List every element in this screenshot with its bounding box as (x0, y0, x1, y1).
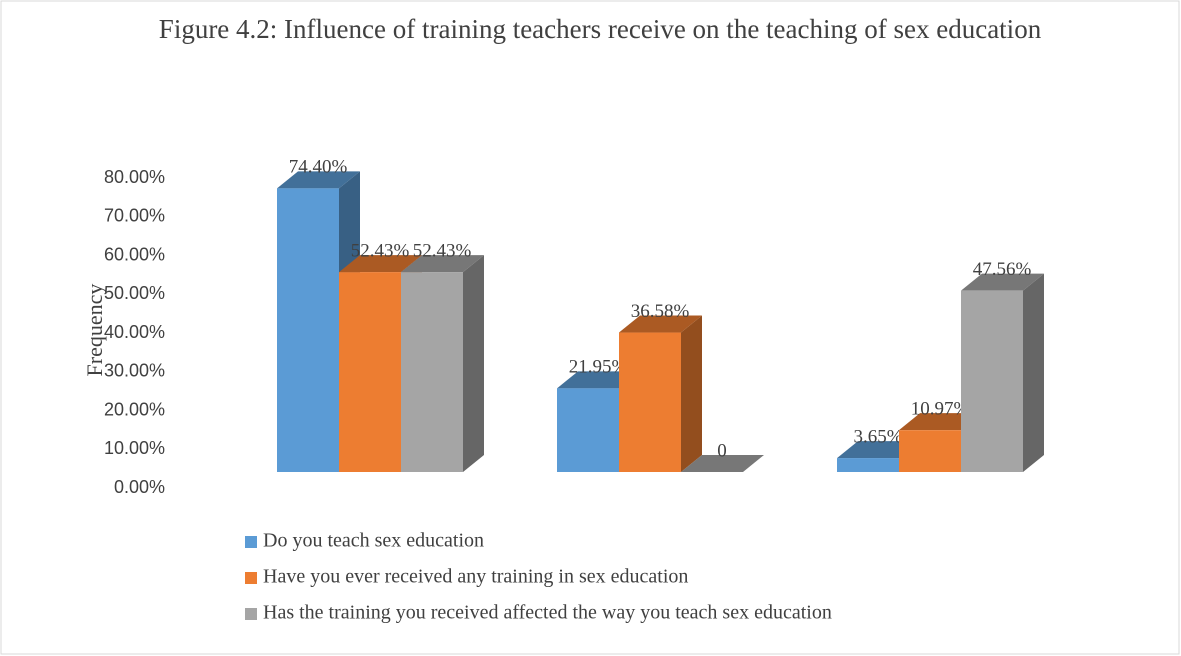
bar-top (401, 255, 484, 273)
bar-front (401, 272, 463, 472)
bar (681, 455, 764, 472)
bar (401, 255, 484, 472)
bar-side (1023, 273, 1044, 472)
value-label: 47.56% (973, 259, 1032, 280)
y-tick-label: 60.00% (104, 244, 165, 264)
bar-top (619, 315, 702, 333)
bar-side (681, 315, 702, 472)
value-label: 36.58% (631, 301, 690, 322)
bar-side (463, 255, 484, 472)
legend-label: Do you teach sex education (263, 530, 484, 552)
value-label: 52.43% (413, 240, 472, 261)
legend-swatch (245, 536, 257, 548)
y-tick-label: 80.00% (104, 167, 165, 187)
y-tick-label: 70.00% (104, 206, 165, 226)
bar-front (557, 388, 619, 472)
legend-swatch (245, 572, 257, 584)
bar-top (961, 273, 1044, 291)
bar-front (277, 188, 339, 472)
chart-title: Figure 4.2: Influence of training teache… (158, 14, 1042, 44)
bar-top (681, 455, 764, 472)
y-tick-label: 30.00% (104, 361, 165, 381)
bar-front (339, 272, 401, 472)
legend-swatch (245, 608, 257, 620)
value-label: 52.43% (351, 240, 410, 261)
bar-front (837, 458, 899, 472)
bar-top (277, 171, 360, 189)
value-label: 74.40% (289, 157, 348, 178)
value-label: 3.65% (853, 426, 902, 447)
bar-front (619, 332, 681, 472)
bar-top (339, 255, 422, 273)
y-tick-label: 0.00% (114, 477, 165, 497)
legend-label: Has the training you received affected t… (263, 602, 832, 624)
value-label: 0 (717, 440, 727, 461)
value-label: 10.97% (911, 399, 970, 420)
y-tick-label: 10.00% (104, 438, 165, 458)
y-tick-label: 20.00% (104, 399, 165, 419)
y-tick-label: 50.00% (104, 283, 165, 303)
bar-front (899, 430, 961, 472)
y-tick-label: 40.00% (104, 322, 165, 342)
y-axis-label: Frequency (82, 284, 107, 377)
legend-label: Have you ever received any training in s… (263, 566, 688, 588)
bar-front (961, 290, 1023, 472)
bar (961, 273, 1044, 472)
bar (619, 315, 702, 472)
value-label: 21.95% (569, 357, 628, 378)
